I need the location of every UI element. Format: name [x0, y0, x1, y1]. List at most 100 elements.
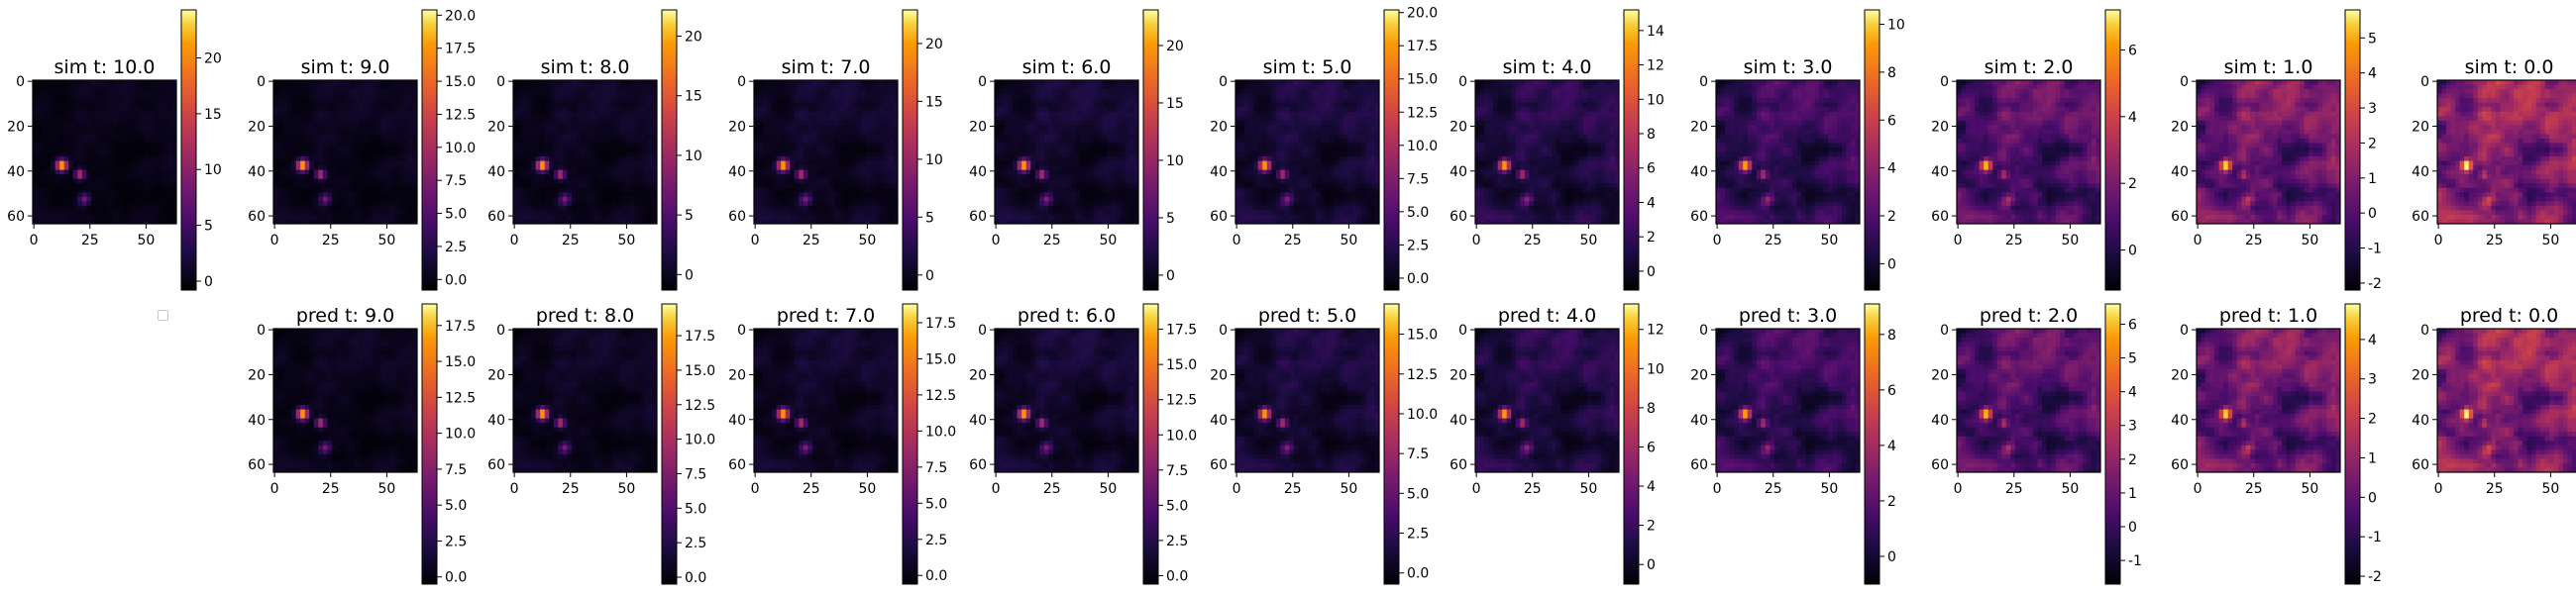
panel-title: pred t: 4.0 — [1498, 305, 1596, 327]
y-tick-label: 0 — [737, 74, 746, 90]
y-tick-label: 60 — [2412, 457, 2429, 473]
heatmap-field — [1235, 329, 1380, 473]
colorbar-tick-label: 0.0 — [1407, 566, 1429, 582]
colorbar-tick-label: 0 — [1647, 557, 1656, 573]
colorbar-tick-label: -1 — [2368, 242, 2382, 257]
colorbar: 0.0 2.5 5.0 7.5 10.0 12.5 15.0 17.5 20.0 — [1383, 6, 1438, 291]
y-tick-label: 0 — [257, 74, 266, 90]
axes-frame — [512, 328, 658, 473]
colorbar-tick-label: 10 — [925, 152, 943, 168]
y-tick-label: 20 — [1931, 119, 1949, 135]
x-tick-label: 25 — [2005, 233, 2023, 248]
y-tick-label: 20 — [1931, 367, 1949, 383]
heatmap-panel: pred t: 5.0 0 20 40 60 0 25 50 0.0 2.5 5.0 7.5 10.0 1… — [1210, 303, 1438, 585]
colorbar-tick-label: 0 — [2368, 490, 2377, 506]
y-tick-label: 40 — [248, 413, 266, 429]
heatmap-panel: sim t: 8.0 0 20 40 60 0 25 50 0 5 10 15 20 — [487, 9, 702, 291]
colorbar: 0 2 4 6 8 10 12 14 — [1623, 9, 1664, 291]
colorbar-tick-label: 10 — [685, 148, 702, 164]
x-tick-label: 50 — [2542, 233, 2560, 248]
y-tick-label: 0 — [1458, 74, 1467, 90]
colorbar-tick-label: 3 — [2368, 372, 2377, 388]
x-tick-label: 0 — [270, 481, 279, 497]
colorbar-tick-label: 2.5 — [445, 534, 467, 549]
colorbar-tick-label: 17.5 — [685, 329, 715, 345]
colorbar-tick-label: 15.0 — [925, 351, 956, 367]
colorbar-tick-label: 4 — [2368, 333, 2377, 348]
colorbar-tick-label: 5 — [925, 210, 934, 226]
colorbar-tick-label: 17.5 — [445, 42, 476, 57]
x-tick-label: 25 — [2486, 481, 2504, 497]
y-tick-label: 20 — [1210, 367, 1228, 383]
colorbar: 0.0 2.5 5.0 7.5 10.0 12.5 15.0 17.5 — [1142, 303, 1197, 585]
colorbar: 0 2 4 6 8 — [1864, 303, 1896, 585]
axes-frame — [272, 328, 418, 473]
heatmap-field — [1235, 80, 1380, 225]
x-tick-label: 0 — [1233, 233, 1241, 248]
axes-frame — [32, 79, 177, 225]
colorbar-tick-label: 12.5 — [1407, 105, 1438, 121]
y-tick-label: 20 — [1690, 119, 1708, 135]
axes-frame — [753, 328, 899, 473]
colorbar-tick-label: 20.0 — [445, 8, 476, 24]
heatmap-field — [1475, 329, 1620, 473]
colorbar-tick-label: 1 — [2128, 486, 2137, 502]
x-tick-label: 50 — [1821, 481, 1839, 497]
axes-frame — [994, 328, 1139, 473]
colorbar-tick-label: 4 — [1647, 479, 1656, 495]
y-tick-label: 0 — [1219, 74, 1228, 90]
colorbar-tick-label: 7.5 — [925, 460, 947, 476]
x-tick-label: 50 — [1580, 233, 1598, 248]
colorbar-tick-label: 0.0 — [685, 570, 706, 586]
panel-title: sim t: 0.0 — [2465, 56, 2554, 78]
panel-title: sim t: 9.0 — [301, 56, 390, 78]
axes-frame — [1474, 79, 1620, 225]
colorbar: 0 5 10 15 20 — [1142, 9, 1184, 291]
x-tick-label: 25 — [803, 233, 820, 248]
colorbar-tick-label: 7.5 — [445, 173, 467, 189]
colorbar: 0 5 10 15 20 — [902, 9, 943, 291]
x-tick-label: 50 — [2062, 233, 2080, 248]
colorbar-tick-label: 4 — [2128, 385, 2137, 401]
heatmap-field — [1957, 80, 2101, 225]
colorbar-tick-label: 8 — [1887, 328, 1896, 344]
y-tick-label: 20 — [1690, 367, 1708, 383]
y-tick-label: 0 — [2180, 74, 2189, 90]
colorbar: 0.0 2.5 5.0 7.5 10.0 12.5 15.0 17.5 — [661, 303, 715, 586]
heatmap-panel: pred t: 3.0 0 20 40 60 0 25 50 0 2 4 6 8 — [1690, 303, 1896, 585]
colorbar-tick-label: 0 — [1887, 256, 1896, 272]
y-tick-label: 60 — [1931, 457, 1949, 473]
colorbar-tick-label: 5.0 — [445, 207, 467, 223]
colorbar-tick-label: 2 — [2368, 136, 2377, 151]
y-tick-label: 40 — [1449, 164, 1467, 180]
colorbar-tick-label: 3 — [2368, 101, 2377, 117]
y-tick-label: 60 — [2412, 209, 2429, 225]
colorbar-tick-label: 5.0 — [1407, 205, 1429, 221]
heatmap-field — [2437, 80, 2576, 225]
x-tick-label: 25 — [1284, 233, 1302, 248]
axes-frame — [753, 79, 899, 225]
y-tick-label: 40 — [248, 164, 266, 180]
colorbar-tick-label: 2.5 — [1166, 534, 1188, 549]
colorbar-tick-label: 17.5 — [1407, 39, 1438, 54]
y-tick-label: 0 — [1458, 323, 1467, 339]
heatmap-panel: sim t: 2.0 0 20 40 60 0 25 50 0 2 4 6 — [1931, 9, 2137, 291]
colorbar-tick-label: 0.0 — [1166, 568, 1188, 584]
colorbar-tick-label: 4 — [1647, 195, 1656, 211]
y-tick-label: 40 — [728, 413, 746, 429]
heatmap-field — [2197, 329, 2341, 473]
panel-title: sim t: 3.0 — [1744, 56, 1833, 78]
colorbar-tick-label: 4 — [1887, 439, 1896, 454]
panel-title: pred t: 1.0 — [2219, 305, 2317, 327]
axes-frame — [1234, 79, 1380, 225]
x-tick-label: 0 — [30, 233, 39, 248]
y-tick-label: 0 — [257, 323, 266, 339]
colorbar: 0.0 2.5 5.0 7.5 10.0 12.5 15.0 — [1383, 303, 1438, 585]
panel-title: pred t: 9.0 — [296, 305, 394, 327]
heatmap-panel: sim t: 6.0 0 20 40 60 0 25 50 0 5 10 15 20 — [969, 9, 1184, 291]
colorbar-tick-label: 10.0 — [445, 427, 476, 443]
y-tick-label: 0 — [1699, 323, 1708, 339]
colorbar-tick-label: 6 — [2128, 43, 2137, 58]
colorbar-tick-label: 0 — [925, 268, 934, 284]
